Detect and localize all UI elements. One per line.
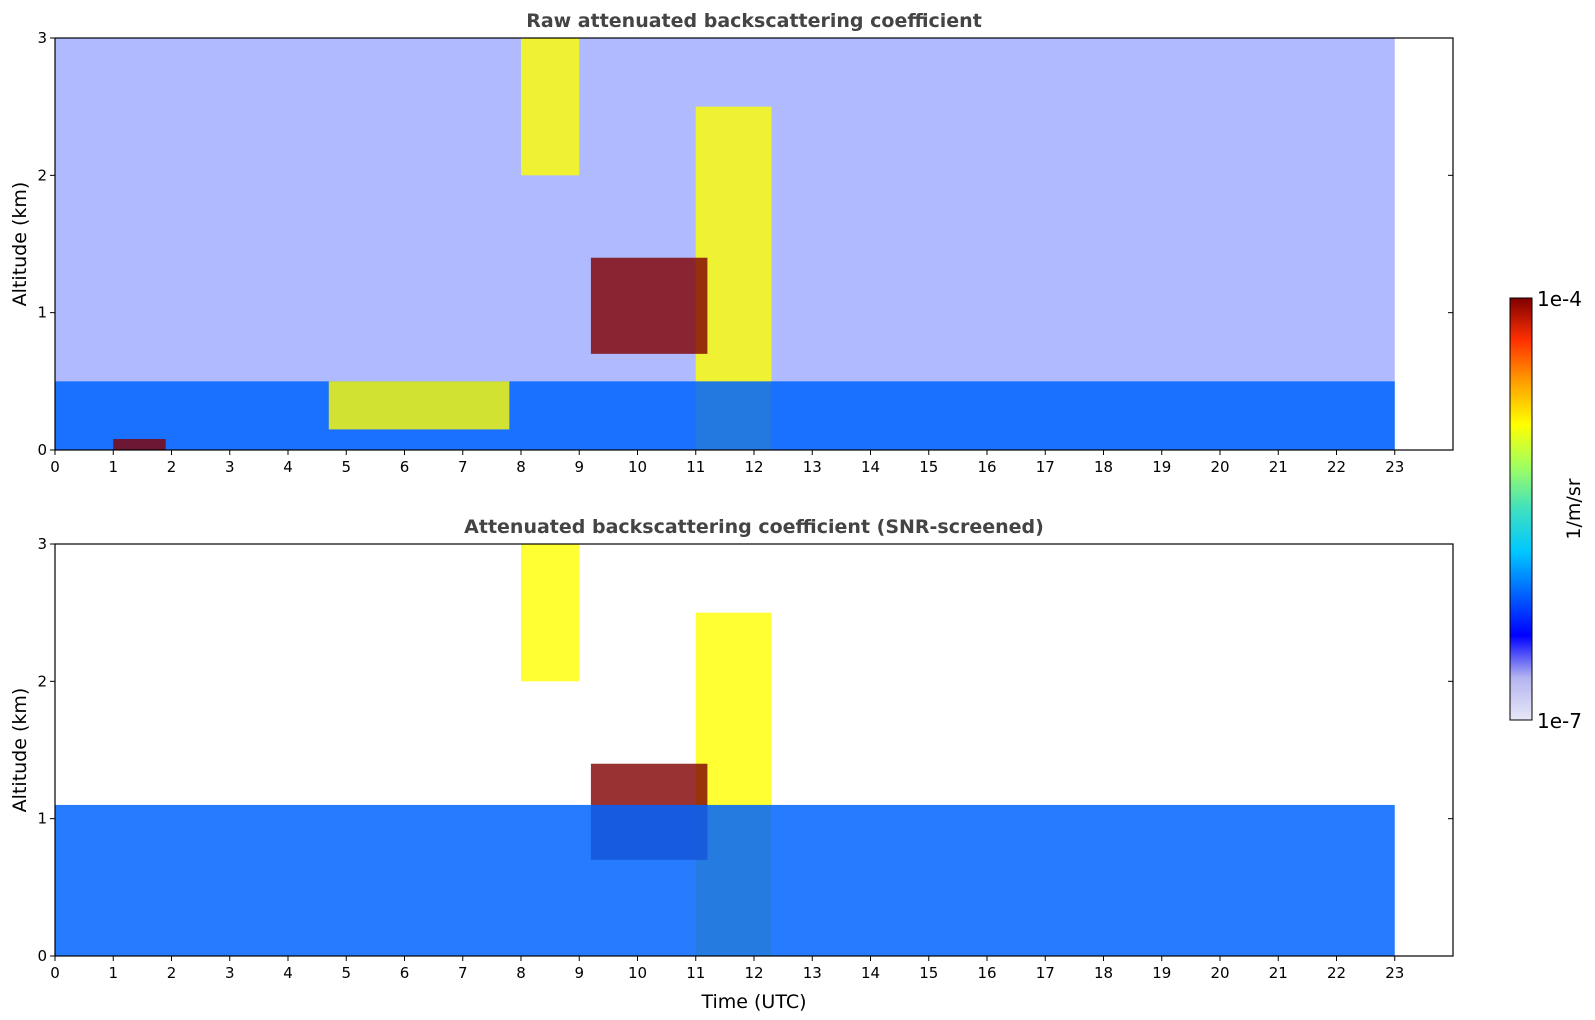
x-tick-label: 14 — [861, 458, 880, 476]
heatmap-feature — [521, 38, 580, 176]
x-ticks-screened: 0 1 2 3 4 5 6 7 8 9 10 11 12 13 14 15 16 17 18 19 20 21 22 23 — [50, 956, 1404, 982]
heatmap-feature — [55, 804, 1395, 956]
x-tick-label: 8 — [516, 458, 526, 476]
x-tick-label: 12 — [744, 458, 763, 476]
colorbar: 1e-4 1e-7 1/m/sr — [1509, 287, 1585, 733]
x-tick-label: 19 — [1152, 458, 1171, 476]
x-tick-label: 9 — [574, 964, 584, 982]
x-tick-label: 6 — [400, 458, 410, 476]
x-tick-label: 10 — [628, 458, 647, 476]
x-tick-label: 2 — [167, 458, 177, 476]
title-screened: Attenuated backscattering coefficient (S… — [464, 516, 1044, 538]
ylabel-raw: Altitude (km) — [9, 182, 31, 307]
x-tick-label: 1 — [108, 458, 118, 476]
title-raw: Raw attenuated backscattering coefficien… — [526, 10, 982, 32]
x-tick-label: 19 — [1152, 964, 1171, 982]
x-tick-label: 18 — [1094, 964, 1113, 982]
x-tick-label: 23 — [1385, 458, 1404, 476]
x-tick-label: 2 — [167, 964, 177, 982]
y-tick-label: 3 — [37, 535, 47, 553]
x-tick-label: 22 — [1327, 964, 1346, 982]
x-tick-label: 5 — [341, 964, 351, 982]
x-tick-label: 11 — [686, 458, 705, 476]
y-tick-label: 0 — [37, 947, 47, 965]
heatmap-feature — [113, 439, 166, 450]
y-tick-label: 1 — [37, 810, 47, 828]
y-ticks-screened: 0 1 2 3 — [37, 535, 1453, 965]
heatmap-feature — [590, 257, 708, 354]
x-tick-label: 6 — [400, 964, 410, 982]
xlabel-screened: Time (UTC) — [700, 991, 806, 1013]
x-tick-label: 0 — [50, 964, 60, 982]
x-tick-label: 17 — [1036, 458, 1055, 476]
x-tick-label: 12 — [744, 964, 763, 982]
x-tick-label: 18 — [1094, 458, 1113, 476]
x-tick-label: 23 — [1385, 964, 1404, 982]
x-tick-label: 21 — [1269, 458, 1288, 476]
colorbar-min-label: 1e-7 — [1537, 709, 1582, 733]
x-tick-label: 10 — [628, 964, 647, 982]
x-tick-label: 20 — [1210, 458, 1229, 476]
x-tick-label: 7 — [458, 458, 468, 476]
x-tick-label: 9 — [574, 458, 584, 476]
x-tick-label: 1 — [108, 964, 118, 982]
x-ticks-raw: 0 1 2 3 4 5 6 7 8 9 10 11 12 13 14 15 16 17 18 19 20 21 22 23 — [50, 450, 1404, 476]
y-tick-label: 1 — [37, 304, 47, 322]
plot-area-screened — [55, 544, 1395, 956]
x-tick-label: 16 — [977, 964, 996, 982]
y-tick-label: 2 — [37, 166, 47, 184]
y-ticks-raw: 0 1 2 3 — [37, 29, 1453, 459]
colorbar-max-label: 1e-4 — [1537, 287, 1582, 311]
x-tick-label: 21 — [1269, 964, 1288, 982]
x-tick-label: 7 — [458, 964, 468, 982]
x-tick-label: 3 — [225, 458, 235, 476]
colorbar-gradient — [1509, 297, 1533, 721]
x-tick-label: 5 — [341, 458, 351, 476]
x-tick-label: 13 — [803, 458, 822, 476]
x-tick-label: 0 — [50, 458, 60, 476]
panel-screened: Attenuated backscattering coefficient (S… — [9, 516, 1454, 1013]
y-tick-label: 0 — [37, 441, 47, 459]
plot-area-raw — [55, 38, 1395, 450]
heatmap-feature — [328, 381, 510, 430]
x-tick-label: 11 — [686, 964, 705, 982]
colorbar-label: 1/m/sr — [1563, 478, 1585, 539]
heatmap-feature — [55, 381, 1395, 450]
y-tick-label: 3 — [37, 29, 47, 47]
heatmap-feature — [521, 544, 580, 682]
x-tick-label: 4 — [283, 458, 293, 476]
x-tick-label: 14 — [861, 964, 880, 982]
x-tick-label: 15 — [919, 964, 938, 982]
ylabel-screened: Altitude (km) — [9, 688, 31, 813]
x-tick-label: 8 — [516, 964, 526, 982]
x-tick-label: 13 — [803, 964, 822, 982]
panel-raw: Raw attenuated backscattering coefficien… — [9, 10, 1454, 476]
x-tick-label: 20 — [1210, 964, 1229, 982]
x-tick-label: 22 — [1327, 458, 1346, 476]
x-tick-label: 16 — [977, 458, 996, 476]
x-tick-label: 3 — [225, 964, 235, 982]
x-tick-label: 15 — [919, 458, 938, 476]
x-tick-label: 17 — [1036, 964, 1055, 982]
x-tick-label: 4 — [283, 964, 293, 982]
y-tick-label: 2 — [37, 672, 47, 690]
